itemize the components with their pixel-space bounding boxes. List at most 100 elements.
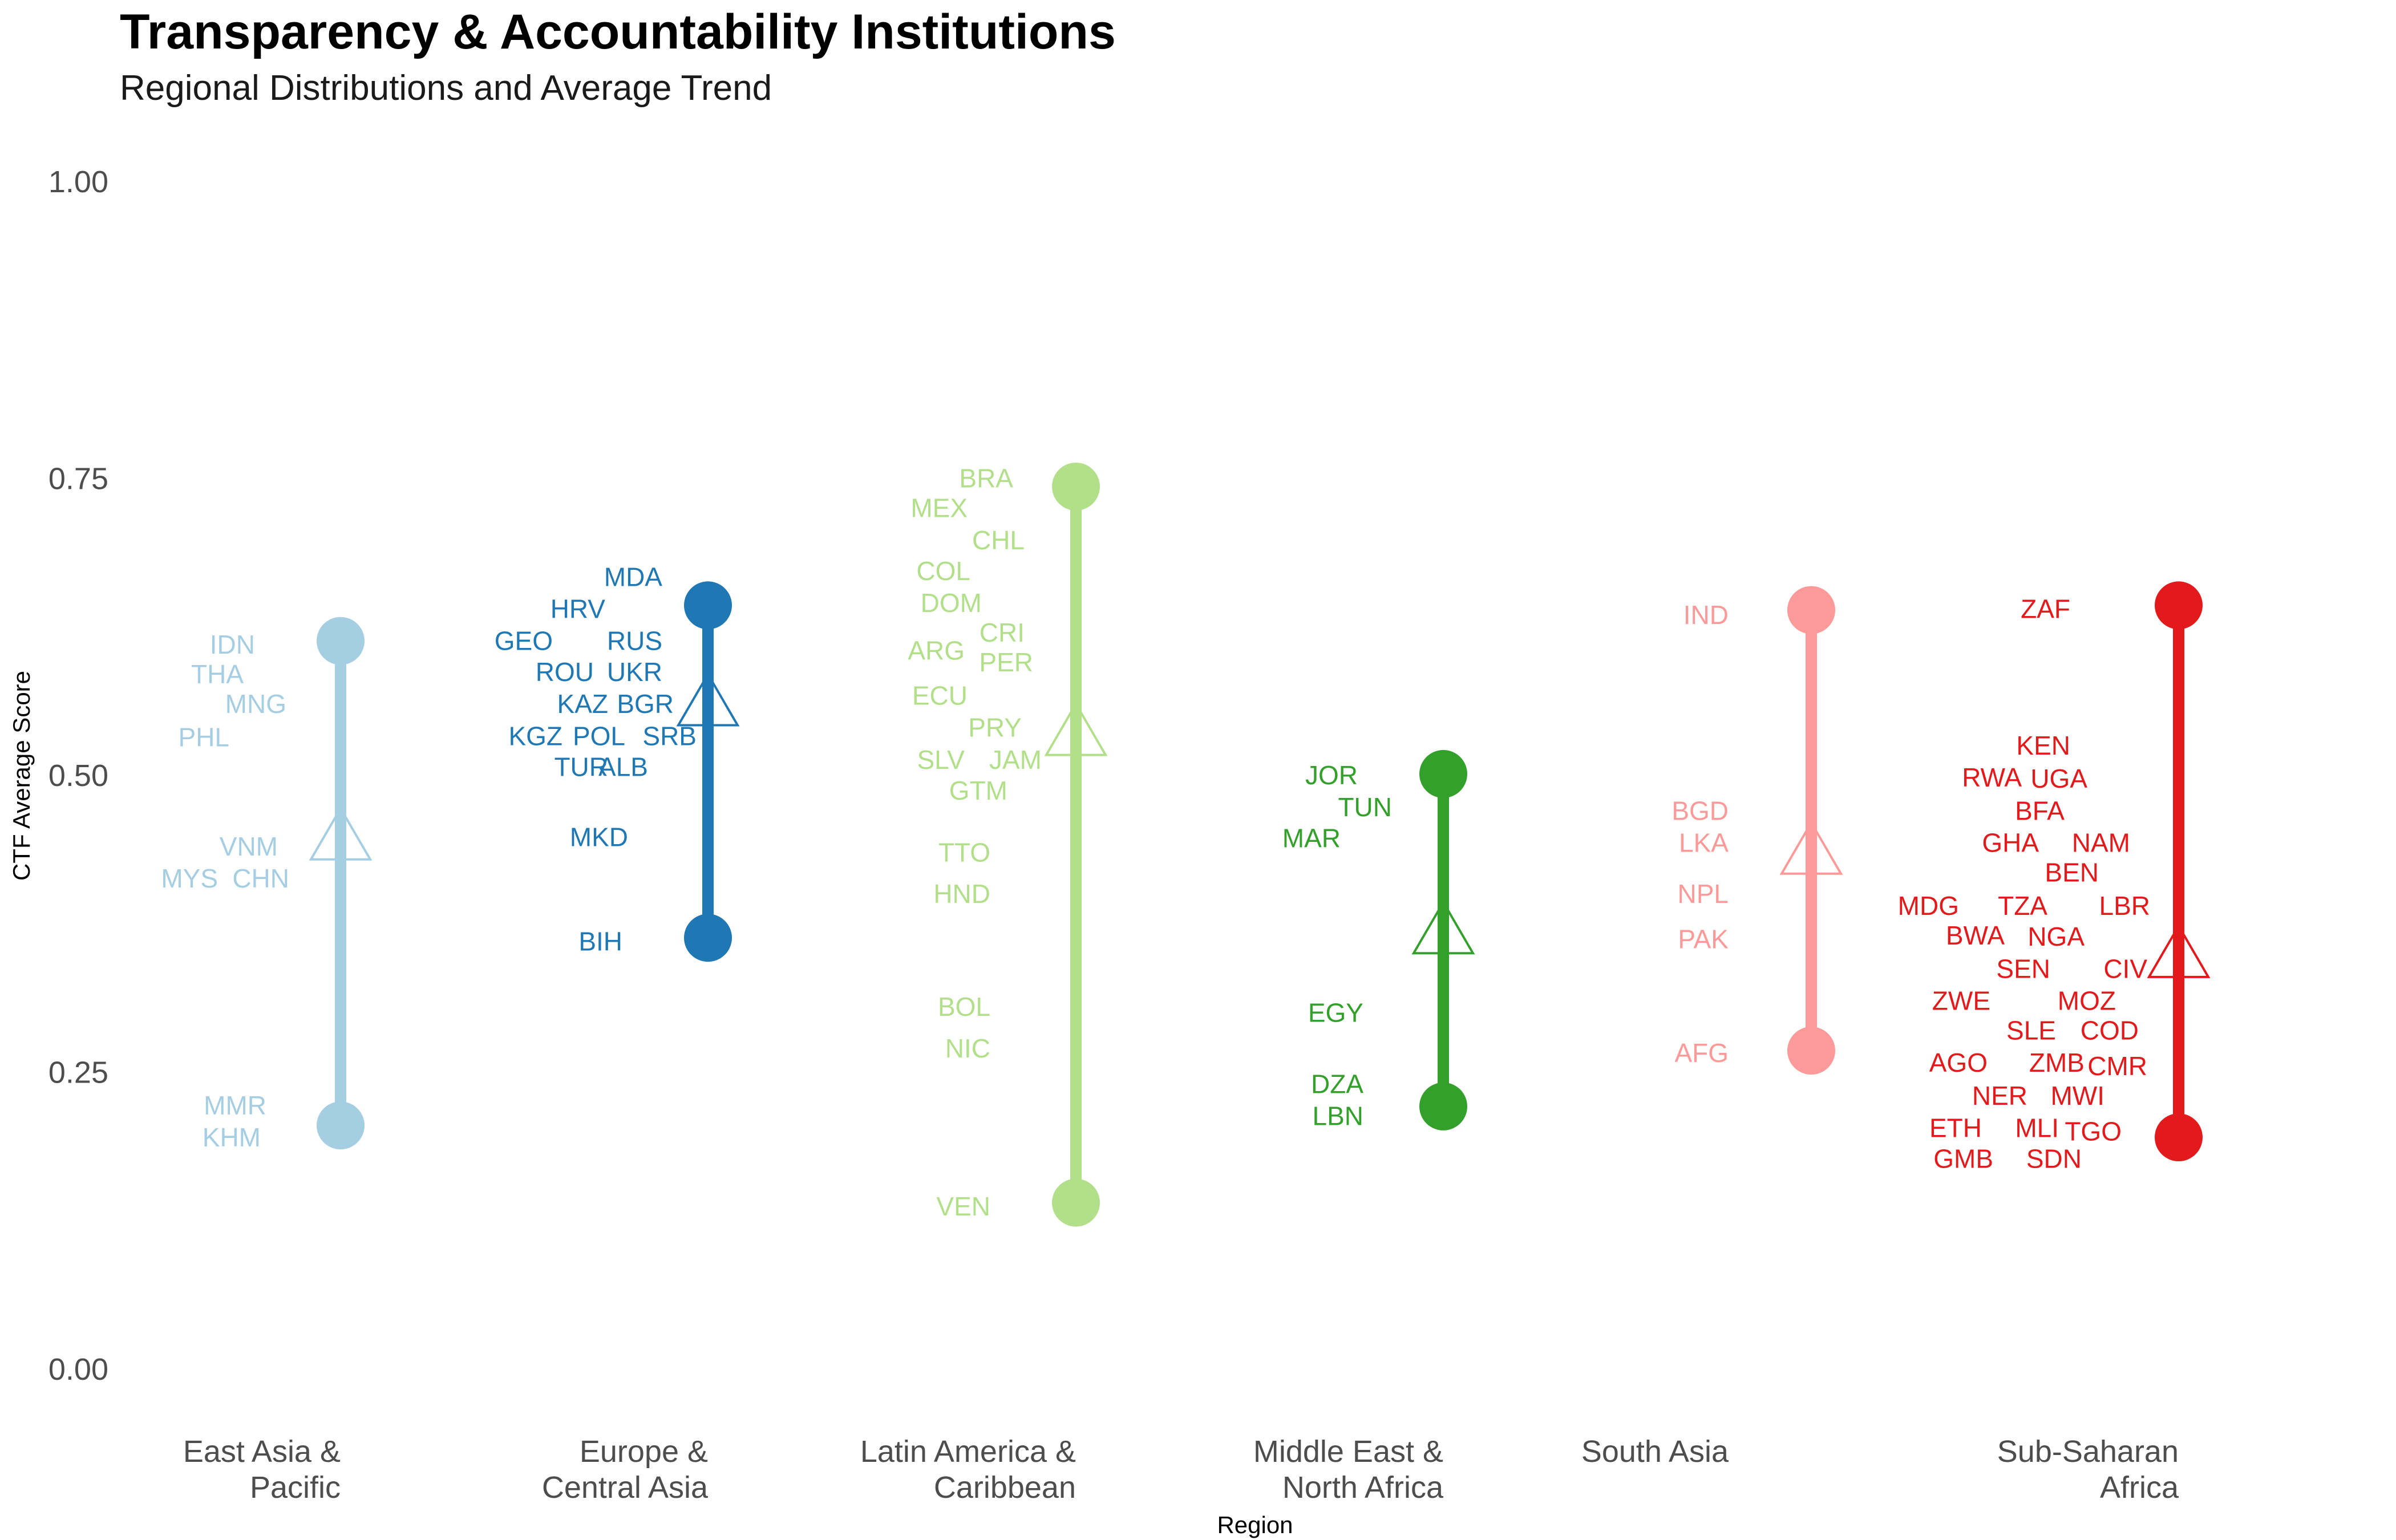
country-label: PER bbox=[979, 647, 1033, 677]
country-label: NAM bbox=[2072, 828, 2130, 858]
country-label: MEX bbox=[910, 493, 968, 523]
chart-subtitle: Regional Distributions and Average Trend bbox=[120, 68, 772, 108]
country-label: VNM bbox=[220, 832, 278, 861]
min-point bbox=[2155, 1113, 2203, 1162]
country-label: SLV bbox=[917, 745, 965, 775]
country-label: MYS bbox=[161, 864, 218, 893]
country-label: CHN bbox=[232, 864, 289, 893]
country-label: CIV bbox=[2103, 954, 2147, 983]
country-label: GEO bbox=[495, 626, 553, 656]
country-label: ROU bbox=[536, 657, 594, 687]
max-point bbox=[684, 581, 732, 630]
x-axis: East Asia &Pacific Europe &Central Asia La… bbox=[183, 1434, 2179, 1505]
y-axis: 0.00 0.25 0.50 0.75 1.00 bbox=[48, 165, 108, 1387]
country-label: NGA bbox=[2027, 922, 2085, 951]
mean-marker bbox=[1411, 899, 1475, 955]
country-label: ALB bbox=[598, 752, 648, 781]
y-tick-label: 1.00 bbox=[48, 165, 108, 199]
country-label: CMR bbox=[2087, 1051, 2147, 1081]
country-label: TUN bbox=[1338, 792, 1392, 822]
x-tick-label: Middle East & bbox=[1253, 1434, 1443, 1469]
x-tick-label: Latin America & bbox=[860, 1434, 1076, 1469]
country-label: COL bbox=[916, 556, 970, 586]
country-label: CHL bbox=[972, 525, 1025, 555]
max-point bbox=[1052, 463, 1100, 511]
country-label: KHM bbox=[203, 1122, 261, 1152]
country-label: EGY bbox=[1308, 998, 1363, 1027]
country-label: AFG bbox=[1674, 1038, 1729, 1068]
country-label: MDG bbox=[1898, 891, 1959, 921]
country-label: LBN bbox=[1313, 1101, 1363, 1131]
country-label: IND bbox=[1683, 600, 1729, 630]
min-point bbox=[684, 914, 732, 962]
min-point bbox=[1787, 1027, 1835, 1075]
country-label: MKD bbox=[570, 822, 628, 852]
country-label: KEN bbox=[2016, 731, 2070, 760]
country-label: MAR bbox=[1282, 823, 1341, 853]
mean-marker bbox=[676, 672, 740, 727]
country-label: CRI bbox=[980, 618, 1025, 647]
country-label: LKA bbox=[1679, 828, 1729, 858]
country-label: KAZ bbox=[557, 689, 608, 719]
mean-marker bbox=[1779, 820, 1843, 875]
x-tick-label: Central Asia bbox=[542, 1470, 709, 1505]
country-label: BEN bbox=[2045, 858, 2099, 887]
country-label: BRA bbox=[959, 464, 1013, 493]
country-label: MOZ bbox=[2058, 986, 2116, 1016]
country-label: GMB bbox=[1933, 1144, 1993, 1173]
country-label: SRB bbox=[642, 721, 697, 751]
x-axis-title: Region bbox=[1217, 1511, 1293, 1538]
country-label: BIH bbox=[578, 926, 622, 956]
country-label: PHL bbox=[179, 722, 229, 752]
country-label: JAM bbox=[989, 745, 1042, 775]
country-label: AGO bbox=[1929, 1048, 1988, 1077]
country-label: JOR bbox=[1305, 760, 1358, 790]
country-label: BGD bbox=[1671, 796, 1729, 825]
country-label: TUR bbox=[554, 752, 608, 781]
country-label: UKR bbox=[607, 657, 662, 687]
country-label: BWA bbox=[1946, 921, 2005, 950]
country-label: DOM bbox=[921, 588, 982, 618]
country-label: LBR bbox=[2099, 891, 2150, 921]
country-label: MDA bbox=[604, 562, 663, 591]
country-label: ZMB bbox=[2029, 1048, 2085, 1077]
country-label: MNG bbox=[225, 689, 286, 719]
country-label: PAK bbox=[1678, 924, 1729, 954]
country-label: GHA bbox=[1982, 828, 2039, 858]
country-label: GTM bbox=[949, 776, 1007, 805]
y-tick-label: 0.50 bbox=[48, 759, 108, 793]
country-label: BFA bbox=[2015, 796, 2065, 825]
country-label: UGA bbox=[2030, 764, 2087, 793]
country-label: NPL bbox=[1678, 879, 1729, 909]
y-tick-label: 0.75 bbox=[48, 462, 108, 496]
country-label: IDN bbox=[210, 630, 255, 659]
max-point bbox=[317, 617, 365, 665]
x-tick-label: Pacific bbox=[250, 1470, 341, 1505]
country-label: THA bbox=[191, 659, 244, 689]
mean-marker bbox=[2147, 923, 2211, 978]
x-tick-label: East Asia & bbox=[183, 1434, 341, 1469]
country-label: RUS bbox=[607, 626, 662, 656]
country-label: TGO bbox=[2065, 1117, 2122, 1146]
x-tick-label: Europe & bbox=[580, 1434, 708, 1469]
country-label: RWA bbox=[1962, 763, 2022, 792]
country-label: ZWE bbox=[1932, 986, 1990, 1016]
country-label: ECU bbox=[912, 681, 968, 711]
country-label: POL bbox=[573, 721, 625, 751]
y-tick-label: 0.25 bbox=[48, 1056, 108, 1090]
x-tick-label: Caribbean bbox=[934, 1470, 1076, 1505]
country-label: HRV bbox=[551, 594, 606, 624]
country-label: HND bbox=[933, 879, 990, 909]
country-label: NIC bbox=[945, 1034, 990, 1063]
mean-marker bbox=[309, 806, 373, 861]
country-label: COD bbox=[2081, 1016, 2139, 1045]
country-label: BOL bbox=[938, 992, 990, 1022]
max-point bbox=[1787, 586, 1835, 634]
country-label: ARG bbox=[908, 635, 965, 665]
max-point bbox=[1419, 749, 1467, 798]
